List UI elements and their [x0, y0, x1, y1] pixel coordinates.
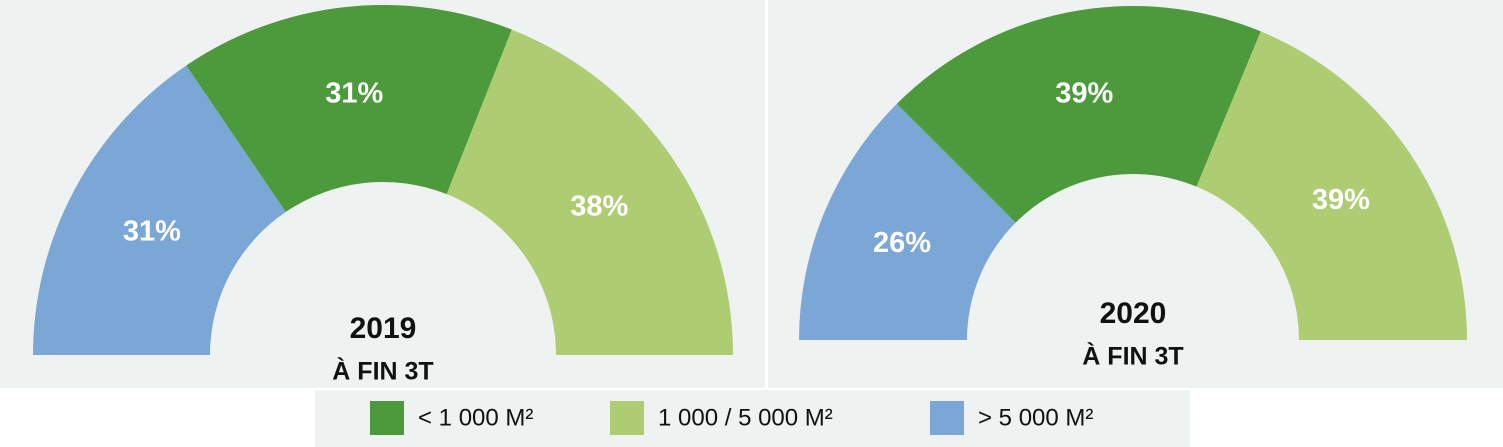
donut-segment — [1196, 31, 1467, 341]
donut-segment — [186, 4, 512, 212]
legend-swatch — [930, 401, 964, 435]
legend-swatch — [370, 401, 404, 435]
legend-swatch — [610, 401, 644, 435]
donut-segment — [799, 103, 1016, 341]
chart-title: 2020 — [1100, 297, 1167, 330]
value-label: 26% — [873, 227, 931, 259]
legend-label: 1 000 / 5 000 M² — [658, 404, 833, 431]
donut-segment — [896, 5, 1261, 223]
chart-title: 2019 — [350, 312, 417, 345]
value-label: 39% — [1055, 77, 1113, 109]
legend-label: > 5 000 M² — [978, 404, 1093, 431]
legend-label: < 1 000 M² — [418, 404, 533, 431]
legend-box — [315, 390, 1190, 447]
chart-subtitle: À FIN 3T — [332, 357, 433, 386]
donut-segment — [446, 29, 733, 356]
value-label: 31% — [123, 215, 181, 247]
chart-subtitle: À FIN 3T — [1082, 342, 1183, 371]
value-label: 31% — [325, 78, 383, 110]
value-label: 38% — [570, 191, 628, 223]
donut-segment — [33, 65, 286, 356]
value-label: 39% — [1312, 184, 1370, 216]
